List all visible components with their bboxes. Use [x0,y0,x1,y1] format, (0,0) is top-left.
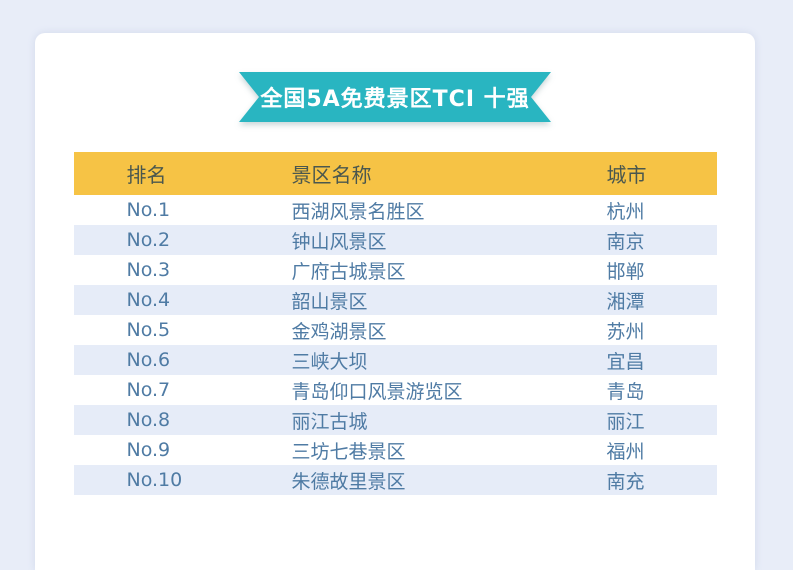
table-body: No.1 西湖风景名胜区 杭州 No.2 钟山风景区 南京 No.3 广府古城景… [73,195,717,495]
rank-cell: No.3 [126,259,171,281]
banner-title: 全国5A免费景区TCI 十强 [260,87,530,112]
scenic-area-cell: 三坊七巷景区 [291,440,406,463]
city-cell: 青岛 [606,380,645,403]
table-row: No.2 钟山风景区 南京 [73,225,717,255]
table-row: No.8 丽江古城 丽江 [73,405,717,435]
table-row: No.4 韶山景区 湘潭 [73,285,717,315]
city-cell: 福州 [606,440,645,463]
table-row: No.7 青岛仰口风景游览区 青岛 [73,375,717,405]
scenic-area-cell: 朱德故里景区 [291,470,406,493]
scenic-area-cell: 广府古城景区 [291,260,406,283]
city-cell: 湘潭 [606,290,645,313]
header-scenic-area: 景区名称 [291,163,372,187]
scenic-area-cell: 青岛仰口风景游览区 [291,380,463,403]
header-rank: 排名 [126,163,167,187]
city-cell: 杭州 [606,200,645,223]
rank-cell: No.4 [126,289,171,311]
city-cell: 苏州 [606,320,645,343]
table-row: No.10 朱德故里景区 南充 [73,465,717,495]
table-row: No.1 西湖风景名胜区 杭州 [73,195,717,225]
content-card: 全国5A免费景区TCI 十强 排名 景区名称 城市 No.1 西湖风景名胜区 杭… [35,33,755,570]
scenic-area-cell: 钟山风景区 [291,230,387,253]
table-row: No.6 三峡大坝 宜昌 [73,345,717,375]
city-cell: 丽江 [606,410,645,433]
header-city: 城市 [606,163,647,187]
rank-cell: No.2 [126,229,171,251]
scenic-area-cell: 三峡大坝 [291,350,368,373]
rank-cell: No.5 [126,319,171,341]
rank-cell: No.9 [126,439,171,461]
scenic-area-cell: 金鸡湖景区 [291,320,387,343]
scenic-area-cell: 丽江古城 [291,410,368,433]
city-cell: 宜昌 [606,350,645,373]
rank-cell: No.1 [126,199,171,221]
rank-cell: No.8 [126,409,171,431]
table-row: No.3 广府古城景区 邯郸 [73,255,717,285]
table-row: No.9 三坊七巷景区 福州 [73,435,717,465]
city-cell: 南充 [606,470,645,493]
ranking-table: 排名 景区名称 城市 No.1 西湖风景名胜区 杭州 No.2 钟山风景区 南京… [73,152,717,495]
table-header-row: 排名 景区名称 城市 [73,152,717,195]
scenic-area-cell: 西湖风景名胜区 [291,200,425,223]
rank-cell: No.6 [126,349,171,371]
title-ribbon-wrap: 全国5A免费景区TCI 十强 [239,72,551,122]
title-ribbon: 全国5A免费景区TCI 十强 [239,72,551,122]
city-cell: 南京 [606,230,645,253]
rank-cell: No.10 [126,469,183,491]
table-row: No.5 金鸡湖景区 苏州 [73,315,717,345]
city-cell: 邯郸 [606,260,645,283]
scenic-area-cell: 韶山景区 [291,290,368,313]
rank-cell: No.7 [126,379,171,401]
